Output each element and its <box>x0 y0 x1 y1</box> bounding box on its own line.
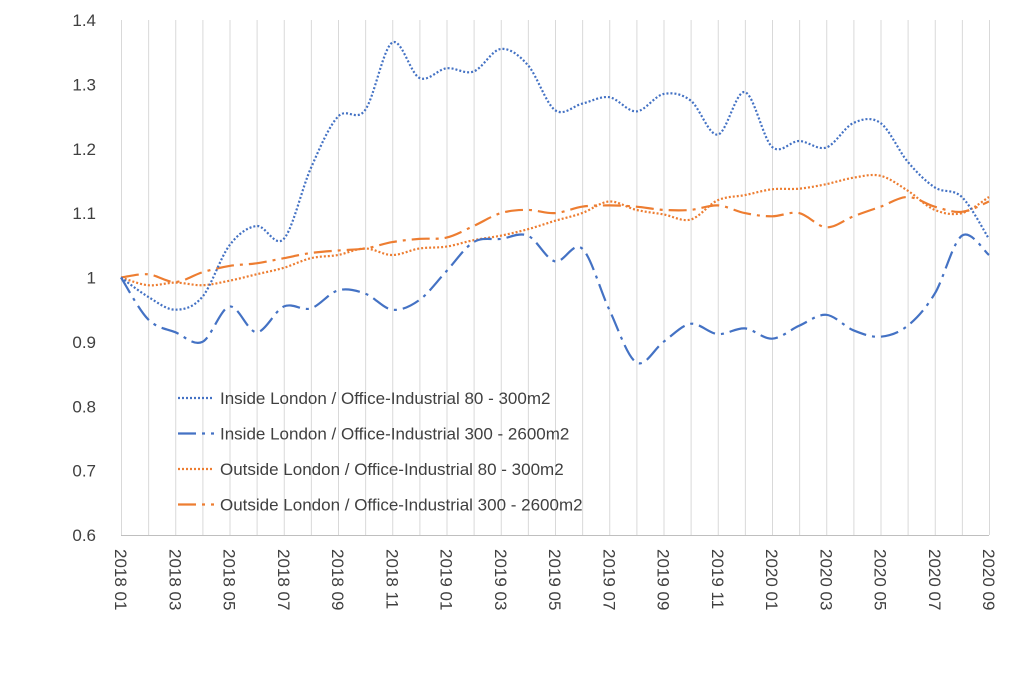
y-tick-label: 1.4 <box>72 11 96 30</box>
x-tick-label: 2018 11 <box>382 549 401 609</box>
x-tick-label: 2018 07 <box>274 549 293 610</box>
series-line-2 <box>120 233 990 365</box>
series-line-1 <box>120 41 990 311</box>
axes: 0.6 0.7 0.8 0.9 1 1.1 1.2 1.3 1.4 2018 01 2018 03 2… <box>72 11 998 610</box>
x-tick-label: 2018 09 <box>328 549 347 610</box>
y-tick-label: 0.9 <box>72 333 96 352</box>
x-tick-label: 2020 01 <box>762 549 781 610</box>
y-tick-label: 1.2 <box>72 140 96 159</box>
x-tick-label: 2019 11 <box>708 549 727 609</box>
y-tick-label: 0.8 <box>72 397 96 416</box>
x-tick-label: 2019 05 <box>545 549 564 610</box>
legend-label-4: Outside London / Office-Industrial 300 -… <box>220 496 583 515</box>
x-tick-label: 2020 09 <box>979 549 998 610</box>
legend-label-1: Inside London / Office-Industrial 80 - 3… <box>220 389 550 408</box>
legend: Inside London / Office-Industrial 80 - 3… <box>178 389 583 515</box>
legend-label-2: Inside London / Office-Industrial 300 - … <box>220 425 569 444</box>
y-tick-label: 0.6 <box>72 526 96 545</box>
series-line-4 <box>120 195 990 284</box>
x-tick-label: 2018 05 <box>220 549 239 610</box>
x-tick-label: 2019 09 <box>654 549 673 610</box>
x-tick-label: 2020 05 <box>871 549 890 610</box>
x-tick-label: 2020 07 <box>925 549 944 610</box>
y-tick-label: 1 <box>87 269 96 288</box>
grid <box>121 20 990 535</box>
legend-label-3: Outside London / Office-Industrial 80 - … <box>220 460 564 479</box>
y-tick-label: 1.3 <box>72 75 96 94</box>
x-tick-label: 2019 01 <box>437 549 456 610</box>
series-line-3 <box>120 173 990 287</box>
x-tick-label: 2019 03 <box>491 549 510 610</box>
x-tick-label: 2019 07 <box>599 549 618 610</box>
y-tick-label: 1.1 <box>72 204 96 223</box>
y-tick-label: 0.7 <box>72 462 96 481</box>
x-tick-label: 2018 01 <box>111 549 130 610</box>
x-tick-label: 2020 03 <box>816 549 835 610</box>
x-tick-label: 2018 03 <box>165 549 184 610</box>
series-lines <box>120 41 990 365</box>
